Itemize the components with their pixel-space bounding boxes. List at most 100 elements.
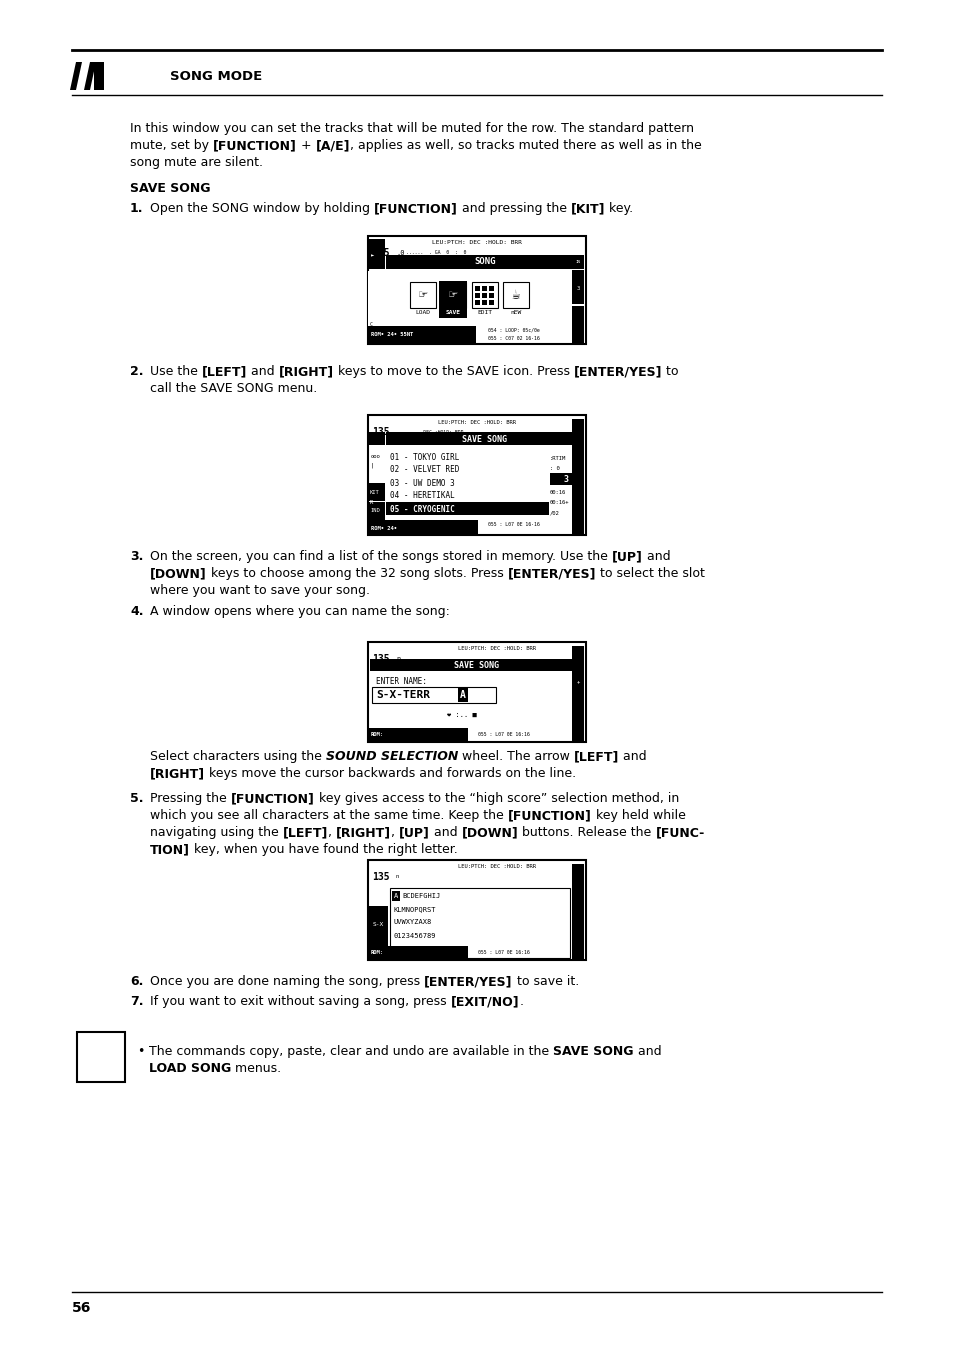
Text: ☞: ☞ [448,288,456,302]
Bar [572,647,583,742]
Bar [368,325,476,344]
Text: In this window you can set the tracks that will be muted for the row. The standa: In this window you can set the tracks th… [130,122,693,135]
Text: key, when you have found the right letter.: key, when you have found the right lette… [190,842,457,856]
Text: SAVE SONG: SAVE SONG [553,1045,633,1058]
Text: [RIGHT]: [RIGHT] [335,826,391,838]
Bar [572,864,583,960]
Text: 1.: 1. [130,202,143,215]
Bar [368,271,385,342]
Text: [LEFT]: [LEFT] [202,364,247,378]
Bar [392,891,399,900]
Text: IN: IN [575,261,579,265]
Text: ENTER NAME:: ENTER NAME: [375,678,426,687]
Text: 4.: 4. [130,605,143,618]
Text: +: + [296,139,315,153]
Text: 03 - UW DEMO 3: 03 - UW DEMO 3 [390,478,455,487]
Text: ......  .  .  .: ...... . . . [406,656,449,662]
Bar [572,418,583,535]
Text: ☞: ☞ [418,288,427,302]
Bar [386,432,583,446]
Text: ROM:: ROM: [371,733,384,737]
Bar [572,306,583,344]
Text: Select characters using the: Select characters using the [150,751,326,763]
Text: [DOWN]: [DOWN] [150,567,207,580]
Text: 3.: 3. [130,549,143,563]
Text: key gives access to the “high score” selection method, in: key gives access to the “high score” sel… [314,792,679,805]
Text: : 0: : 0 [556,436,565,441]
Text: LOAD SONG: LOAD SONG [149,1062,231,1075]
Text: 135: 135 [372,653,389,664]
Text: nEW: nEW [510,310,521,316]
Text: and pressing the: and pressing the [457,202,570,215]
Bar [550,472,581,485]
Bar [489,300,494,305]
Text: ......DEC :HOlD: BRR: ......DEC :HOlD: BRR [406,429,463,435]
Bar [472,282,497,308]
Bar [410,282,436,308]
Text: 054 : LOOP: 05c/0e: 054 : LOOP: 05c/0e [488,328,539,332]
Text: .: . [518,995,522,1008]
Text: KLMNOPQRST: KLMNOPQRST [394,906,436,913]
Bar [457,688,468,702]
Text: 01 - TOKYO GIRL: 01 - TOKYO GIRL [390,452,459,462]
Text: 135: 135 [372,872,389,882]
Text: Pressing the: Pressing the [150,792,231,805]
Text: ooo: ooo [371,455,380,459]
Bar [475,293,479,298]
Polygon shape [84,62,96,90]
Text: BCDEFGHIJ: BCDEFGHIJ [401,892,439,899]
Text: +-=6/().!?: +-=6/().!? [394,945,436,952]
Bar [481,300,486,305]
Text: n: n [395,875,399,879]
Text: SOUND SELECTION: SOUND SELECTION [326,751,457,763]
Bar [438,281,467,309]
Text: and: and [618,751,646,763]
Bar [489,286,494,292]
Text: SONG MODE: SONG MODE [170,69,262,82]
Text: 0123456789: 0123456789 [394,933,436,938]
Text: LEU:PTCH: DEC :HOLD: BRR: LEU:PTCH: DEC :HOLD: BRR [457,864,536,869]
Text: R: R [370,501,373,505]
Text: : 0: : 0 [550,466,559,471]
Bar [370,659,583,671]
Text: call the SAVE SONG menu.: call the SAVE SONG menu. [150,382,317,396]
Text: 00:16+: 00:16+ [550,501,569,505]
Bar [489,293,494,298]
Text: 5.: 5. [130,792,143,805]
Text: [FUNCTION]: [FUNCTION] [374,202,457,215]
Text: , applies as well, so tracks muted there as well as in the: , applies as well, so tracks muted there… [350,139,701,153]
Text: which you see all characters at the same time. Keep the: which you see all characters at the same… [150,809,507,822]
Bar [475,286,479,292]
Text: /02: /02 [550,510,559,516]
Text: where you want to save your song.: where you want to save your song. [150,585,370,597]
Text: menus.: menus. [231,1062,281,1075]
Text: 05 - CRYOGENIC: 05 - CRYOGENIC [390,505,455,513]
Text: ☕: ☕ [511,288,519,302]
Text: 1: 1 [576,647,579,652]
Text: SAVE SONG: SAVE SONG [462,435,507,444]
Bar [502,282,529,308]
Text: [UP]: [UP] [611,549,642,563]
Text: ► C07: ► C07 [371,525,387,529]
Bar [386,255,583,269]
Text: A window opens where you can name the song:: A window opens where you can name the so… [150,605,450,618]
Bar [368,728,468,743]
Text: LOAD: LOAD [416,310,430,316]
Bar [481,293,486,298]
Text: to save it.: to save it. [512,975,578,988]
Text: S-X: S-X [372,922,383,927]
Bar [572,256,583,267]
Text: and: and [247,364,278,378]
Bar [368,520,477,535]
Text: to: to [661,364,679,378]
Text: LEU:PTCH: DEC :HOLD: BRR: LEU:PTCH: DEC :HOLD: BRR [432,240,521,246]
Text: [LEFT]: [LEFT] [282,826,328,838]
Text: Use the: Use the [150,364,202,378]
Bar [438,309,467,319]
Text: wheel. The arrow: wheel. The arrow [457,751,574,763]
Bar [368,643,585,743]
Text: 6.: 6. [130,975,143,988]
Text: A: A [394,892,397,899]
Text: [ENTER/YES]: [ENTER/YES] [424,975,512,988]
Text: SAVE SONG: SAVE SONG [454,660,499,670]
